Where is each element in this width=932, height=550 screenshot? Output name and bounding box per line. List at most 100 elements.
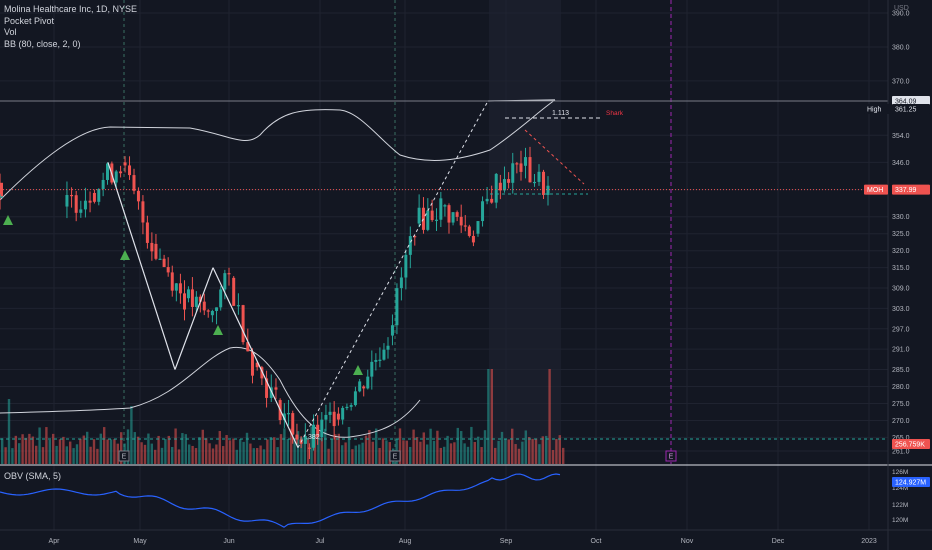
volume-bar xyxy=(290,428,293,464)
ratio-top-label: 1.113 xyxy=(552,110,569,117)
volume-bar xyxy=(181,433,184,464)
volume-bar xyxy=(463,443,466,464)
candle-body xyxy=(417,207,421,224)
volume-bar xyxy=(378,447,381,464)
volume-bar xyxy=(531,438,534,464)
volume-bar xyxy=(48,439,51,464)
candle-body xyxy=(183,293,186,310)
volume-bar xyxy=(96,448,99,464)
candle-body xyxy=(79,209,83,213)
volume-bar xyxy=(79,438,82,464)
candle-body xyxy=(202,301,206,311)
volume-bar xyxy=(324,428,327,464)
candle-body xyxy=(378,359,382,361)
candle-body xyxy=(114,171,118,183)
candle-body xyxy=(537,171,541,182)
volume-bar xyxy=(103,427,106,464)
candle-body xyxy=(439,198,443,220)
high-value-badge-text: 361.25 xyxy=(895,107,917,114)
candle-body xyxy=(332,411,336,427)
volume-bar xyxy=(344,442,347,464)
volume-bar xyxy=(52,433,55,464)
price-tick-label: 370.0 xyxy=(892,78,910,85)
volume-bar xyxy=(409,446,412,464)
volume-bar xyxy=(133,432,136,464)
symbol-badge-text: MOH xyxy=(867,187,883,194)
time-tick-label: Nov xyxy=(681,538,694,545)
volume-bar xyxy=(487,369,490,464)
time-tick-label: Dec xyxy=(772,538,785,545)
earnings-marker xyxy=(665,450,677,462)
volume-bar xyxy=(402,440,405,464)
volume-bar xyxy=(184,434,187,464)
volume-bar xyxy=(398,428,402,464)
volume-bar xyxy=(167,435,170,464)
volume-bar xyxy=(262,449,266,464)
candle-body xyxy=(485,198,489,202)
candle-body xyxy=(70,195,74,197)
volume-bar xyxy=(222,446,225,464)
volume-bar xyxy=(358,444,361,464)
volume-bar xyxy=(466,446,470,464)
candle-body xyxy=(274,387,278,390)
volume-bar xyxy=(242,441,245,464)
high-value-badge: 361.25 xyxy=(892,104,930,114)
volume-bar xyxy=(89,446,92,464)
volume-bar xyxy=(188,444,191,464)
volume-bar xyxy=(58,439,62,464)
volume-bar xyxy=(497,440,500,464)
volume-bar xyxy=(313,434,317,464)
obv-legend[interactable]: OBV (SMA, 5) xyxy=(4,471,62,481)
legend-indicator-bb[interactable]: BB (80, close, 2, 0) xyxy=(4,38,81,49)
volume-bar xyxy=(14,435,17,464)
candle-body xyxy=(370,361,374,377)
obv-tick-label: 122M xyxy=(892,502,908,509)
candle-body xyxy=(426,210,430,230)
candle-body xyxy=(390,325,394,336)
pattern-leg xyxy=(174,267,214,370)
candle-body xyxy=(150,242,154,252)
legend-indicator-vol[interactable]: Vol xyxy=(4,27,17,37)
volume-bar xyxy=(252,448,255,464)
volume-bar xyxy=(511,428,514,464)
volume-bar xyxy=(551,449,555,464)
volume-bar xyxy=(303,434,306,464)
candle-body xyxy=(255,362,259,368)
candle-body xyxy=(490,198,494,203)
pattern-name-label: Shark xyxy=(606,110,624,117)
time-tick-label: Jul xyxy=(316,538,325,545)
legend-indicator-pocket-pivot[interactable]: Pocket Pivot xyxy=(4,15,55,26)
volume-bar xyxy=(18,443,21,464)
price-tick-label: 325.0 xyxy=(892,231,910,238)
volume-bar xyxy=(24,438,28,464)
volume-bar xyxy=(171,446,174,464)
price-tick-label: 354.0 xyxy=(892,133,910,140)
volume-bar xyxy=(259,445,262,464)
candle-body xyxy=(498,182,502,191)
volume-bar xyxy=(412,429,415,464)
candle-body xyxy=(0,182,3,197)
symbol-badge-bg xyxy=(864,184,888,195)
candle-body xyxy=(494,173,498,203)
candle-body xyxy=(291,413,295,435)
price-tick-label: 390.0 xyxy=(892,11,910,18)
volume-bar xyxy=(38,427,41,464)
candle-body xyxy=(232,277,236,306)
price-tick-label: 280.0 xyxy=(892,384,910,391)
time-grid xyxy=(53,0,870,530)
price-tick-label: 320.0 xyxy=(892,248,910,255)
volume-bar xyxy=(545,435,548,464)
volume-bar xyxy=(143,444,147,464)
legend-title[interactable]: Molina Healthcare Inc, 1D, NYSE xyxy=(4,4,138,14)
price-tick-label: 291.0 xyxy=(892,347,910,354)
candle-body xyxy=(511,163,515,183)
volume-bar xyxy=(327,448,330,464)
candle-body xyxy=(236,305,240,307)
volume-bar xyxy=(86,431,89,464)
volume-bar xyxy=(239,439,242,464)
volume-bar xyxy=(140,442,143,464)
obv-tick-label: 124M xyxy=(892,485,908,492)
volume-bar xyxy=(354,445,357,464)
candle-body xyxy=(374,360,378,362)
